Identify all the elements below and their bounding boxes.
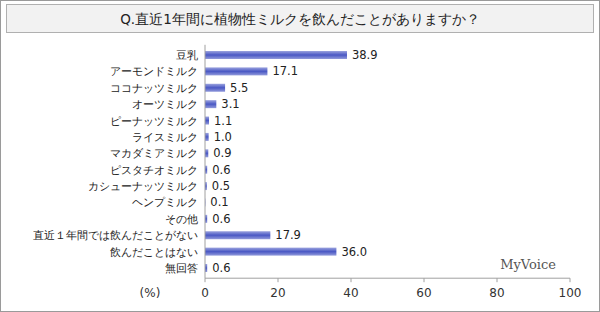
category-label: その他 — [165, 213, 198, 226]
data-label: 1.0 — [214, 130, 232, 144]
title: Q.直近1年間に植物性ミルクを飲んだことがありますか？ — [120, 11, 480, 27]
bar — [205, 51, 347, 59]
category-label: ライスミルク — [132, 131, 198, 144]
x-tick — [570, 278, 571, 282]
bar — [205, 231, 270, 239]
title-box — [7, 5, 594, 33]
data-label: 0.1 — [210, 195, 228, 209]
data-label: 5.5 — [230, 81, 248, 95]
data-label: 0.9 — [213, 146, 231, 160]
category-label: 直近１年間では飲んだことがない — [33, 229, 198, 242]
bar — [205, 84, 225, 92]
x-tick — [278, 278, 279, 282]
bar — [205, 133, 209, 141]
x-axis-line — [205, 278, 570, 279]
data-label: 17.1 — [272, 64, 298, 78]
x-tick — [424, 278, 425, 282]
x-tick-label: 40 — [343, 286, 358, 300]
bar — [205, 248, 336, 256]
category-label: 飲んだことはない — [110, 246, 198, 259]
data-label: 1.1 — [214, 114, 232, 128]
x-axis-label: (%) — [140, 286, 161, 300]
data-label: 0.5 — [212, 179, 230, 193]
category-label: アーモンドミルク — [110, 65, 198, 78]
data-label: 38.9 — [352, 48, 378, 62]
category-label: カシューナッツミルク — [88, 180, 198, 193]
data-label: 17.9 — [275, 228, 301, 242]
category-label: ピスタチオミルク — [110, 164, 198, 177]
bar — [205, 100, 216, 108]
category-label: オーツミルク — [132, 98, 198, 111]
data-label: 0.6 — [212, 212, 230, 226]
category-label: ピーナッツミルク — [110, 115, 198, 128]
x-tick — [205, 278, 206, 282]
x-tick — [497, 278, 498, 282]
bars — [205, 51, 347, 272]
data-label: 3.1 — [221, 97, 239, 111]
category-label: ココナッツミルク — [110, 82, 198, 95]
category-label: 豆乳 — [176, 49, 198, 62]
outer-frame — [1, 1, 600, 312]
category-label: マカダミアミルク — [110, 147, 198, 160]
x-tick — [351, 278, 352, 282]
page: {"chart_data": { "type": "bar", "orienta… — [0, 0, 600, 312]
x-tick-label: 80 — [489, 286, 504, 300]
bar — [205, 117, 209, 125]
y-axis-line — [205, 45, 206, 278]
category-label: ヘンプミルク — [132, 196, 198, 209]
bar — [205, 67, 267, 75]
data-label: 0.6 — [212, 163, 230, 177]
category-label: 無回答 — [165, 262, 198, 275]
x-tick-label: 100 — [559, 286, 582, 300]
data-label: 36.0 — [341, 245, 367, 259]
data-label: 0.6 — [212, 261, 230, 275]
x-tick-label: 0 — [201, 286, 209, 300]
chart: Q.直近1年間に植物性ミルクを飲んだことがありますか？ 0 20 40 60 80 100 (… — [0, 0, 600, 312]
source-logo: MyVoice — [500, 257, 556, 272]
x-tick-label: 60 — [416, 286, 431, 300]
x-tick-label: 20 — [270, 286, 285, 300]
